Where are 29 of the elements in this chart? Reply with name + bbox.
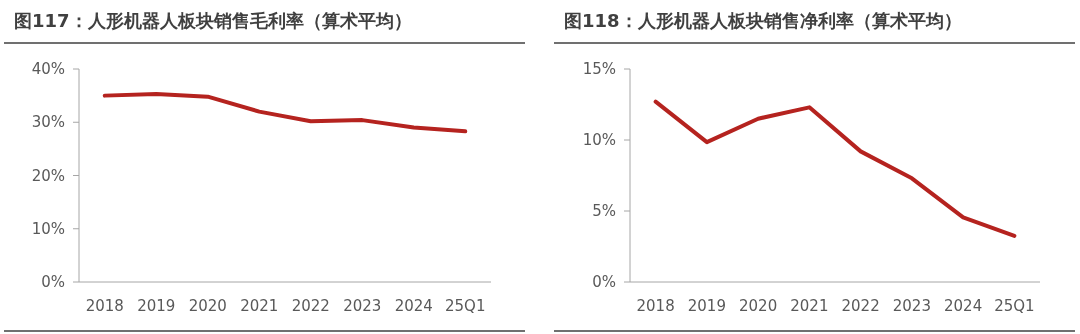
x-tick-label: 25Q1 (445, 297, 486, 315)
x-tick-label: 25Q1 (994, 297, 1035, 315)
x-tick-label: 2020 (739, 297, 778, 315)
x-tick-label: 2021 (240, 297, 279, 315)
x-tick-label: 2018 (85, 297, 124, 315)
x-tick-label: 2022 (841, 297, 880, 315)
y-tick-label: 15% (582, 60, 616, 78)
x-tick-label: 2023 (343, 297, 382, 315)
y-tick-label: 0% (592, 273, 616, 291)
x-tick-label: 2019 (137, 297, 176, 315)
x-tick-label: 2022 (291, 297, 330, 315)
chart-title: 图117：人形机器人板块销售毛利率（算术平均） (14, 10, 412, 31)
x-tick-label: 2021 (790, 297, 829, 315)
y-tick-label: 20% (31, 166, 65, 185)
line-series (653, 99, 1017, 238)
y-tick-label: 10% (582, 131, 616, 149)
line-series (102, 92, 468, 134)
y-tick-label: 40% (31, 60, 65, 78)
x-tick-label: 2020 (188, 297, 227, 315)
chart-title: 图118：人形机器人板块销售净利率（算术平均） (564, 10, 962, 31)
y-tick-label: 10% (31, 219, 65, 238)
y-tick-label: 30% (31, 113, 65, 132)
x-tick-label: 2023 (892, 297, 931, 315)
x-tick-label: 2024 (944, 297, 983, 315)
x-tick-label: 2019 (687, 297, 726, 315)
x-tick-label: 2018 (636, 297, 675, 315)
x-tick-label: 2024 (394, 297, 433, 315)
y-tick-label: 0% (41, 273, 65, 291)
y-tick-label: 5% (592, 202, 616, 220)
